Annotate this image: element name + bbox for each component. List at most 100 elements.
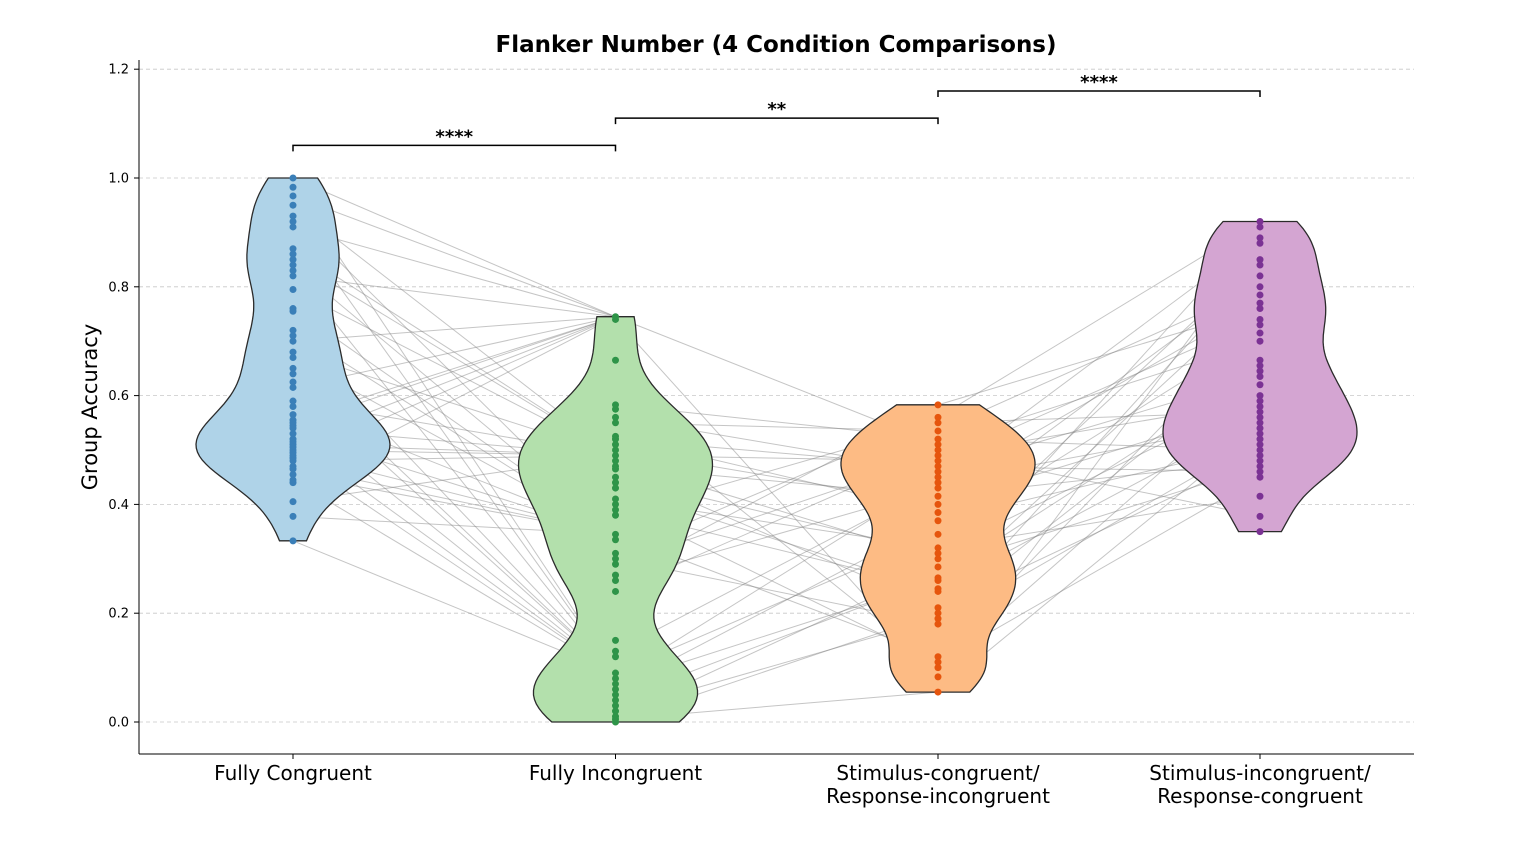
data-point (612, 530, 619, 538)
data-point (934, 462, 942, 470)
y-tick-label: 0.0 (108, 716, 129, 731)
data-point (1256, 512, 1264, 520)
data-point (934, 615, 942, 623)
data-point (612, 718, 619, 726)
significance-bracket (614, 117, 939, 125)
paired-line (292, 316, 616, 388)
data-point (1256, 272, 1264, 280)
data-point (934, 563, 942, 571)
data-point (1256, 299, 1264, 307)
data-point (289, 212, 297, 220)
data-point (289, 183, 297, 191)
data-point (612, 419, 619, 427)
data-point (289, 256, 297, 264)
data-point (612, 707, 619, 715)
x-tick-label: Stimulus-incongruent/ (1149, 761, 1371, 785)
data-point (612, 560, 619, 568)
y-tick-label: 0.6 (108, 389, 129, 404)
axes (134, 60, 1414, 759)
data-point (934, 441, 942, 449)
data-point (289, 378, 297, 386)
data-point (612, 473, 619, 481)
data-point (934, 446, 942, 454)
x-tick-label: Fully Incongruent (529, 761, 702, 785)
data-point (612, 435, 619, 443)
tick-labels: 0.0 0.2 0.4 0.6 0.8 1.0 1.2 Fully Congruent Full… (108, 63, 1371, 808)
data-point (289, 370, 297, 378)
data-point (289, 512, 297, 520)
data-point (1256, 223, 1264, 231)
data-point (289, 479, 297, 487)
data-point (289, 457, 297, 465)
data-point (612, 587, 619, 595)
data-point (934, 555, 942, 563)
chart-title: Flanker Number (4 Condition Comparisons) (495, 32, 1056, 58)
paired-line (292, 177, 616, 318)
data-point (934, 419, 942, 427)
data-point (289, 424, 297, 432)
x-tick-label: Fully Congruent (214, 761, 372, 785)
data-point (289, 326, 297, 334)
data-point (612, 465, 619, 473)
data-point (1256, 234, 1264, 242)
data-point (1256, 329, 1264, 337)
data-point (289, 397, 297, 405)
data-point (934, 451, 942, 459)
data-point (1256, 430, 1264, 438)
paired-line (292, 455, 616, 674)
data-point (289, 286, 297, 294)
data-point (612, 577, 619, 585)
data-point (934, 544, 942, 552)
data-point (1256, 413, 1264, 421)
y-axis-label: Group Accuracy (78, 324, 102, 490)
paired-line (292, 479, 616, 674)
data-point (612, 696, 619, 704)
x-tick-label: Response-congruent (1157, 784, 1363, 808)
data-point (1256, 451, 1264, 459)
data-point (289, 266, 297, 274)
data-point (612, 451, 619, 459)
data-point (289, 411, 297, 419)
data-point (1256, 337, 1264, 345)
data-point (934, 479, 942, 487)
data-point (612, 536, 619, 544)
data-point (1256, 435, 1264, 443)
data-point (612, 674, 619, 682)
data-point (612, 702, 619, 710)
paired-line (292, 221, 616, 674)
data-point (612, 457, 619, 465)
paired-line (292, 226, 616, 318)
data-point (289, 261, 297, 269)
data-point (612, 555, 619, 563)
data-point (289, 218, 297, 226)
data-point (289, 537, 297, 545)
data-point (934, 492, 942, 500)
data-points (289, 174, 1264, 726)
data-point (612, 495, 619, 503)
data-point (612, 653, 619, 661)
data-point (1256, 362, 1264, 370)
significance-bracket (292, 144, 617, 152)
data-point (289, 354, 297, 362)
data-point (289, 250, 297, 258)
data-point (934, 468, 942, 476)
data-point (1256, 321, 1264, 329)
data-point (1256, 261, 1264, 269)
data-point (612, 479, 619, 487)
data-point (1256, 468, 1264, 476)
data-point (289, 337, 297, 345)
data-point (934, 413, 942, 421)
data-point (289, 192, 297, 200)
data-point (289, 201, 297, 209)
data-point (934, 484, 942, 492)
data-point (1256, 446, 1264, 454)
paired-line (292, 195, 616, 318)
paired-line (292, 275, 616, 318)
data-point (612, 549, 619, 557)
data-point (1256, 392, 1264, 400)
data-point (289, 348, 297, 356)
data-point (934, 509, 942, 517)
data-point (612, 680, 619, 688)
data-point (289, 223, 297, 231)
